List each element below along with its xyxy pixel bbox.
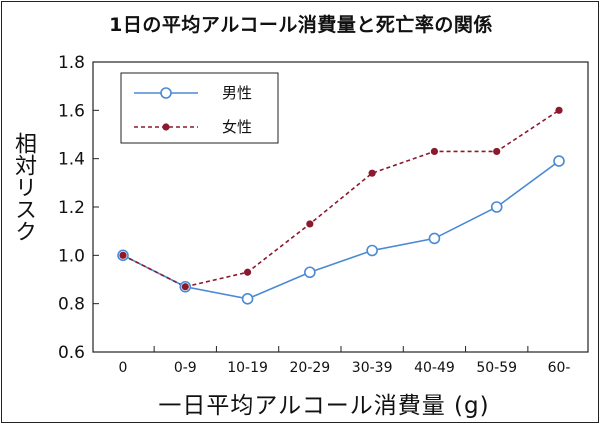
x-tick-label: 60- [548, 360, 571, 376]
legend-marker-0 [160, 87, 172, 99]
y-tick-label: 1.0 [58, 246, 85, 266]
x-tick-label: 20-29 [290, 360, 331, 376]
y-tick-label: 1.8 [58, 53, 85, 73]
data-point [368, 169, 376, 177]
data-point [241, 293, 254, 305]
x-axis-label: 一日平均アルコール消費量 (g) [158, 393, 490, 419]
y-tick-label: 0.6 [58, 343, 85, 363]
y-tick-label: 1.6 [58, 101, 85, 121]
x-tick-label: 0-9 [174, 360, 197, 376]
x-tick-label: 10-19 [227, 360, 268, 376]
x-tick-label: 40-49 [414, 360, 455, 376]
legend-label-0: 男性 [222, 84, 252, 102]
y-tick-label: 1.4 [58, 150, 85, 170]
data-point [430, 147, 439, 156]
data-point [304, 266, 316, 279]
data-point [490, 201, 503, 213]
y-axis-label: 相対リスク [11, 132, 36, 242]
data-point [306, 220, 314, 228]
y-tick-label: 1.2 [58, 198, 85, 218]
data-point [181, 283, 189, 291]
legend-marker-1 [162, 123, 170, 131]
data-point [366, 244, 378, 257]
legend-label-1: 女性 [222, 118, 252, 136]
x-tick-label: 30-39 [352, 360, 393, 376]
data-point [119, 251, 127, 259]
series-line-1 [122, 109, 560, 288]
data-point [428, 232, 441, 245]
chart-title: 1日の平均アルコール消費量と死亡率の関係 [109, 14, 493, 36]
x-tick-label: 50-59 [476, 360, 517, 376]
x-tick-label: 0 [119, 360, 128, 376]
series-line-0 [122, 160, 560, 300]
data-point [243, 268, 252, 276]
y-tick-label: 0.8 [58, 295, 85, 315]
data-point [493, 147, 501, 156]
data-point [555, 106, 563, 114]
legend-box [120, 72, 279, 144]
data-point [553, 155, 565, 167]
